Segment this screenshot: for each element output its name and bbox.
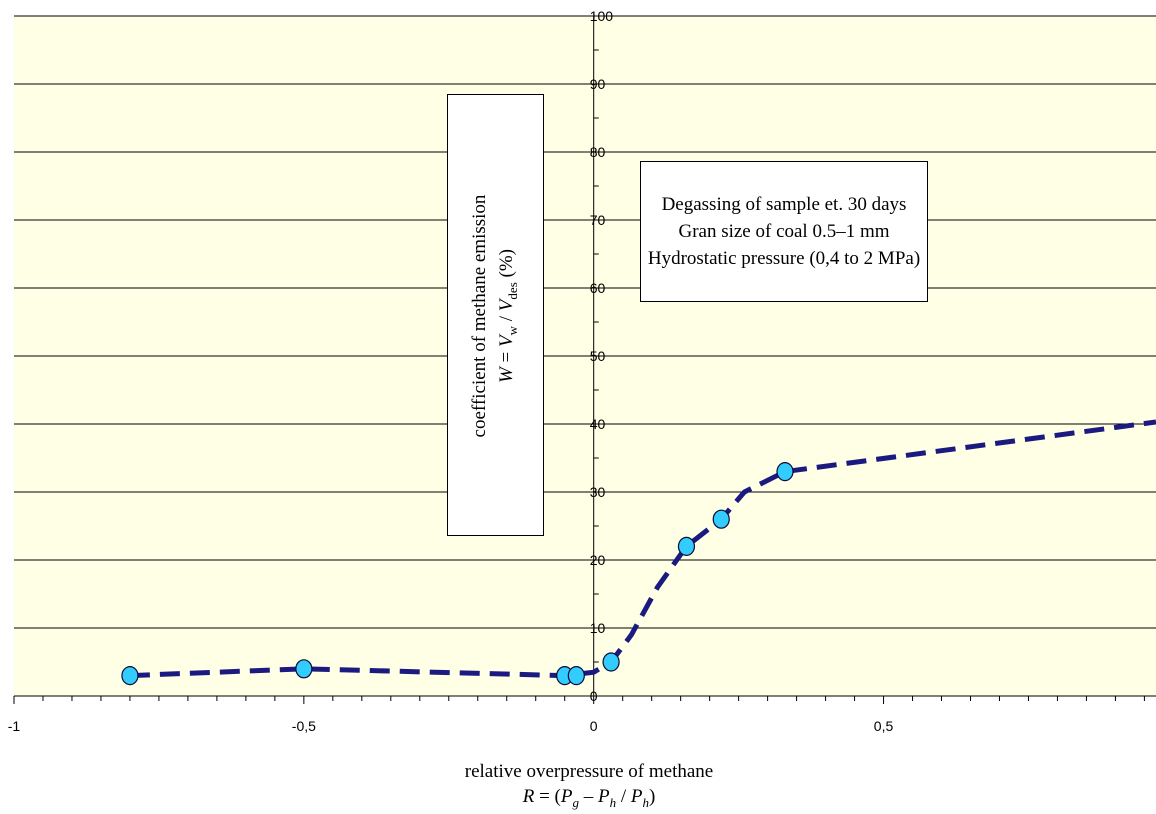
- x-tick-label: -0,5: [292, 718, 316, 734]
- y-tick-label: 70: [590, 212, 606, 228]
- x-axis-label-formula: R = (Pg – Ph / Ph): [400, 784, 778, 814]
- y-tick-label: 20: [590, 552, 606, 568]
- formula-slash: /: [496, 311, 518, 326]
- y-tick-label: 80: [590, 144, 606, 160]
- formula-vw: V: [496, 335, 518, 347]
- formula-des-sub: des: [504, 282, 520, 300]
- data-point: [121, 665, 139, 686]
- x-tick-label: 0: [590, 718, 598, 734]
- y-tick-label: 40: [590, 416, 606, 432]
- trend-line: [129, 419, 1156, 679]
- conditions-line1: Degassing of sample et. 30 days: [661, 194, 907, 215]
- y-axis-label-line1: coefficient of methane emission: [469, 194, 491, 438]
- y-tick-label: 10: [590, 620, 606, 636]
- data-point: [602, 652, 620, 672]
- data-point: [776, 462, 794, 482]
- y-axis-label: coefficient of methane emission W = Vw /…: [466, 96, 526, 536]
- formula-w: W: [496, 367, 518, 384]
- formula-w-sub: w: [504, 325, 520, 336]
- conditions-box: Degassing of sample et. 30 days Gran siz…: [640, 161, 928, 302]
- x-tick-label: 0,5: [874, 718, 894, 734]
- formula-r-slash: /: [616, 786, 631, 807]
- data-point: [567, 665, 585, 686]
- y-axis-label-box: coefficient of methane emission W = Vw /…: [447, 94, 544, 536]
- y-tick-label: 100: [590, 8, 614, 24]
- formula-minus: –: [578, 786, 598, 807]
- x-axis-label-line1: relative overpressure of methane: [464, 761, 714, 782]
- data-point: [677, 536, 696, 557]
- formula-r: R: [522, 786, 535, 807]
- conditions-line3: Hydrostatic pressure (0,4 to 2 MPa): [647, 248, 921, 269]
- conditions-line2: Gran size of coal 0.5–1 mm: [678, 221, 890, 242]
- x-axis-label: relative overpressure of methane R = (Pg…: [400, 759, 778, 814]
- formula-close: ): [648, 786, 656, 807]
- formula-ph2: P: [630, 786, 643, 807]
- formula-pg: P: [560, 786, 573, 807]
- data-point: [712, 509, 730, 529]
- y-tick-label: 90: [590, 76, 606, 92]
- y-tick-label: 60: [590, 280, 606, 296]
- formula-r-eq: = (: [534, 786, 561, 807]
- x-tick-label: -1: [8, 718, 21, 734]
- formula-ph: P: [597, 786, 610, 807]
- formula-unit: (%): [496, 249, 518, 283]
- formula-eq: =: [496, 346, 518, 368]
- formula-h-sub: h: [609, 794, 617, 810]
- formula-g-sub: g: [572, 794, 579, 810]
- formula-h-sub2: h: [642, 794, 649, 810]
- y-tick-label: 50: [590, 348, 606, 364]
- data-point: [295, 659, 313, 679]
- y-tick-label: 30: [590, 484, 606, 500]
- formula-vdes: V: [496, 299, 518, 312]
- y-axis-label-formula: W = Vw / Vdes (%): [493, 96, 526, 536]
